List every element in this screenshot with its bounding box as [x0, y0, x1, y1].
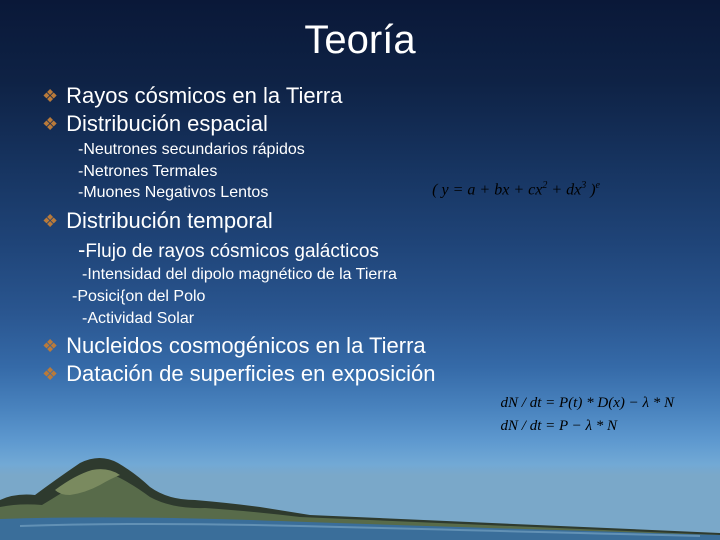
equation-dndt-full: dN / dt = P(t) * D(x) − λ * N	[501, 392, 674, 415]
slide-title: Teoría	[40, 18, 680, 63]
bullet-nucleidos-cosmogenicos: ❖ Nucleidos cosmogénicos en la Tierra	[42, 333, 680, 359]
bullet-distribucion-espacial: ❖ Distribución espacial	[42, 111, 680, 137]
mountain-far	[0, 458, 720, 540]
sub-text: Flujo de rayos cósmicos galácticos	[85, 241, 379, 262]
equation-polynomial: ( y = a + bx + cx2 + dx3 )e	[432, 180, 600, 199]
bullet-text: Distribución espacial	[66, 111, 268, 137]
mountain-highlight	[55, 469, 120, 495]
diamond-bullet-icon: ❖	[42, 336, 58, 357]
equation-decay-group: dN / dt = P(t) * D(x) − λ * N dN / dt = …	[501, 392, 674, 437]
diamond-bullet-icon: ❖	[42, 364, 58, 385]
water	[0, 517, 720, 540]
slide: Teoría ❖ Rayos cósmicos en la Tierra ❖ D…	[0, 0, 720, 540]
sub-intensidad-dipolo: -Intensidad del dipolo magnético de la T…	[82, 264, 680, 286]
sub-flujo-galacticos: -Flujo de rayos cósmicos galácticos	[78, 236, 680, 265]
sub-actividad-solar: -Actividad Solar	[82, 308, 680, 330]
diamond-bullet-icon: ❖	[42, 211, 58, 232]
bullet-distribucion-temporal: ❖ Distribución temporal	[42, 208, 680, 234]
bullet-text: Datación de superficies en exposición	[66, 361, 435, 387]
bullet-text: Distribución temporal	[66, 208, 273, 234]
equation-dndt-simple: dN / dt = P − λ * N	[501, 415, 674, 438]
sub-posicion-polo: -Posici{on del Polo	[72, 286, 680, 308]
diamond-bullet-icon: ❖	[42, 86, 58, 107]
water-highlight	[20, 523, 700, 537]
bullet-text: Nucleidos cosmogénicos en la Tierra	[66, 333, 426, 359]
diamond-bullet-icon: ❖	[42, 114, 58, 135]
bullet-text: Rayos cósmicos en la Tierra	[66, 83, 342, 109]
bullet-datacion-superficies: ❖ Datación de superficies en exposición	[42, 361, 680, 387]
mountain-mid	[0, 473, 720, 540]
landscape-decoration	[0, 445, 720, 540]
bullet-rayos-cosmicos: ❖ Rayos cósmicos en la Tierra	[42, 83, 680, 109]
sub-netrones-termales: -Netrones Termales	[78, 161, 680, 183]
sub-neutrones-rapidos: -Neutrones secundarios rápidos	[78, 139, 680, 161]
